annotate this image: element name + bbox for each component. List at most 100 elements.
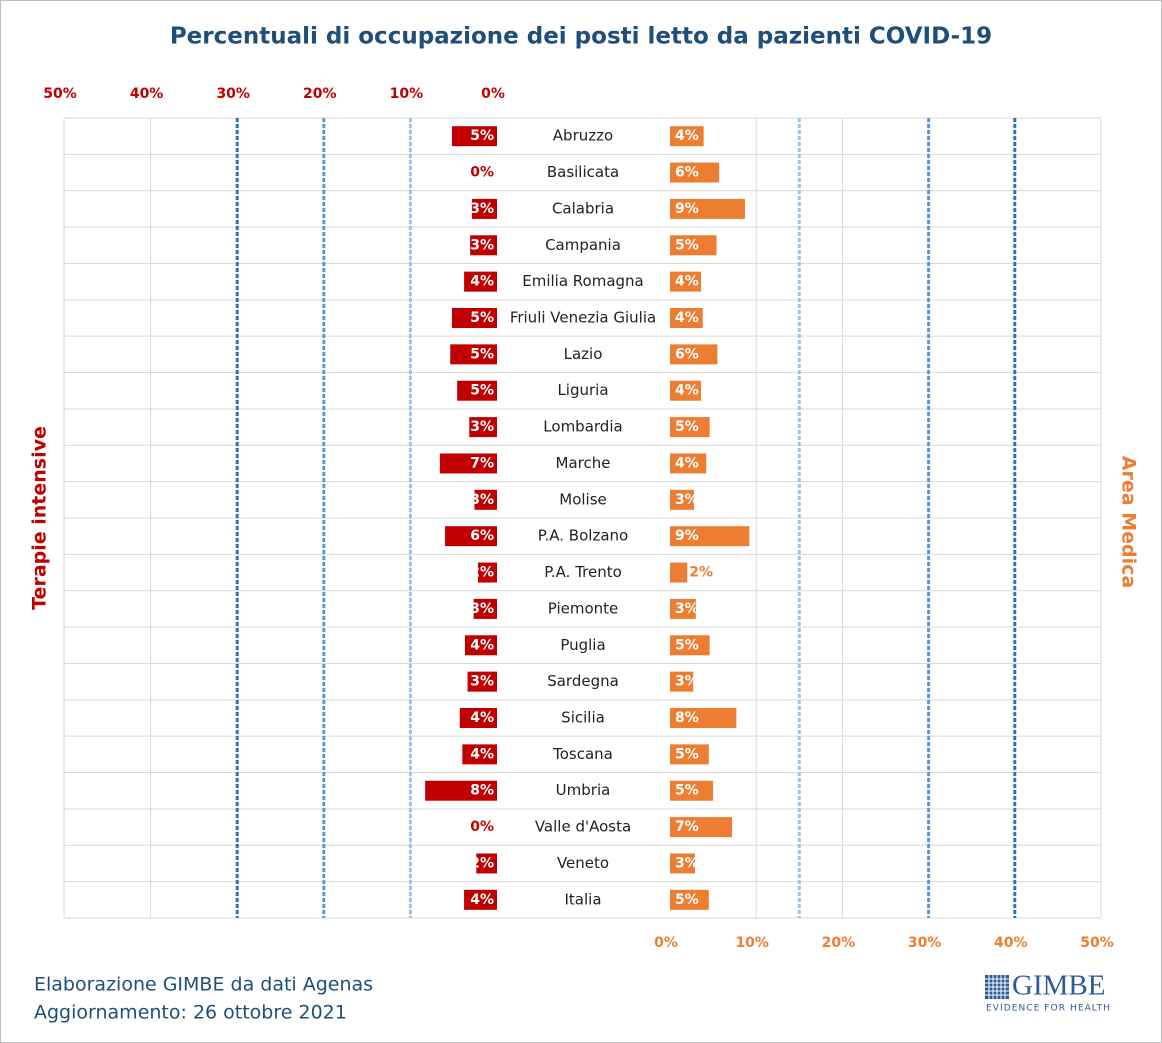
x2-tick-label: 10% bbox=[735, 935, 769, 951]
category-label: P.A. Bolzano bbox=[538, 527, 628, 545]
bar bbox=[670, 380, 702, 401]
x2-tick-label: 50% bbox=[1080, 935, 1114, 951]
x1-tick-label: 20% bbox=[303, 86, 337, 102]
bar bbox=[670, 889, 709, 910]
category-label: Basilicata bbox=[547, 163, 619, 181]
bar bbox=[670, 453, 707, 474]
category-label: Valle d'Aosta bbox=[535, 818, 631, 836]
logo-tagline: EVIDENCE FOR HEALTH bbox=[986, 1004, 1110, 1014]
value-label: 2% bbox=[470, 565, 494, 581]
value-label: 4% bbox=[470, 637, 494, 653]
bar bbox=[474, 489, 497, 510]
x2-tick-label: 40% bbox=[994, 935, 1028, 951]
value-label: 9% bbox=[675, 201, 699, 217]
bar bbox=[462, 744, 497, 765]
bar bbox=[670, 344, 718, 365]
value-label: 4% bbox=[675, 383, 699, 399]
value-label: 3% bbox=[470, 237, 494, 253]
bar bbox=[670, 853, 695, 874]
category-label: Molise bbox=[559, 490, 607, 508]
bar bbox=[459, 708, 497, 728]
bar bbox=[670, 417, 710, 438]
value-label: 5% bbox=[470, 383, 494, 399]
x1-tick-label: 50% bbox=[43, 86, 77, 102]
value-label: 6% bbox=[470, 528, 494, 544]
value-label: 0% bbox=[470, 819, 494, 835]
bar bbox=[425, 780, 497, 801]
value-label: 3% bbox=[470, 201, 494, 217]
bar bbox=[439, 453, 497, 474]
value-label: 4% bbox=[470, 710, 494, 726]
bar bbox=[450, 344, 497, 365]
bar bbox=[477, 562, 497, 583]
bar bbox=[473, 598, 497, 619]
bar bbox=[670, 271, 702, 292]
bar bbox=[670, 562, 688, 583]
value-label: 3% bbox=[470, 601, 494, 617]
bar bbox=[670, 780, 714, 801]
value-label: 3% bbox=[675, 601, 699, 617]
value-label: 8% bbox=[470, 783, 494, 799]
bar bbox=[670, 635, 710, 656]
value-label: 5% bbox=[675, 783, 699, 799]
bar bbox=[670, 708, 737, 728]
bar bbox=[469, 417, 497, 438]
value-label: 5% bbox=[675, 892, 699, 908]
value-label: 5% bbox=[675, 746, 699, 762]
x1-tick-label: 30% bbox=[216, 86, 250, 102]
x1-tick-label: 10% bbox=[390, 86, 424, 102]
bar bbox=[451, 308, 497, 328]
value-label: 8% bbox=[675, 710, 699, 726]
bar bbox=[457, 380, 497, 401]
bar bbox=[445, 526, 497, 547]
value-label: 2% bbox=[689, 565, 713, 581]
bar bbox=[670, 489, 695, 510]
value-label: 5% bbox=[470, 128, 494, 144]
value-label: 4% bbox=[470, 274, 494, 290]
category-label: Marche bbox=[556, 454, 611, 472]
bar bbox=[470, 235, 497, 256]
category-label: Lazio bbox=[564, 345, 603, 363]
value-label: 4% bbox=[675, 274, 699, 290]
value-label: 6% bbox=[675, 165, 699, 181]
value-label: 2% bbox=[470, 855, 494, 871]
x2-tick-label: 0% bbox=[654, 935, 678, 951]
category-label: Piemonte bbox=[548, 599, 619, 617]
chart-title: Percentuali di occupazione dei posti let… bbox=[170, 24, 992, 50]
category-label: Sicilia bbox=[561, 709, 605, 727]
category-label: Liguria bbox=[557, 381, 608, 399]
value-label: 4% bbox=[675, 310, 699, 326]
bar bbox=[670, 671, 694, 692]
x1-tick-label: 40% bbox=[130, 86, 164, 102]
category-label: Veneto bbox=[557, 854, 609, 872]
value-label: 4% bbox=[675, 455, 699, 471]
bar bbox=[670, 162, 720, 183]
value-label: 5% bbox=[675, 237, 699, 253]
category-label: Italia bbox=[564, 890, 601, 908]
value-label: 3% bbox=[470, 492, 494, 508]
value-label: 7% bbox=[675, 819, 699, 835]
value-label: 5% bbox=[675, 419, 699, 435]
bar bbox=[670, 744, 709, 765]
category-label: Friuli Venezia Giulia bbox=[510, 309, 656, 327]
logo: GIMBE EVIDENCE FOR HEALTH bbox=[985, 970, 1110, 1014]
value-label: 6% bbox=[675, 346, 699, 362]
bar bbox=[670, 817, 733, 838]
bar bbox=[464, 889, 497, 910]
bar bbox=[451, 126, 497, 147]
logo-name: GIMBE bbox=[1012, 970, 1105, 1002]
value-label: 0% bbox=[470, 165, 494, 181]
value-label: 4% bbox=[675, 128, 699, 144]
x2-tick-label: 30% bbox=[908, 935, 942, 951]
value-label: 4% bbox=[470, 746, 494, 762]
bar bbox=[467, 671, 497, 692]
category-label: Lombardia bbox=[543, 418, 622, 436]
category-label: Umbria bbox=[556, 781, 611, 799]
value-label: 7% bbox=[470, 455, 494, 471]
value-label: 5% bbox=[675, 637, 699, 653]
bar bbox=[670, 598, 696, 619]
logo-icon-grid bbox=[985, 975, 1009, 999]
value-label: 9% bbox=[675, 528, 699, 544]
bar bbox=[464, 635, 497, 656]
